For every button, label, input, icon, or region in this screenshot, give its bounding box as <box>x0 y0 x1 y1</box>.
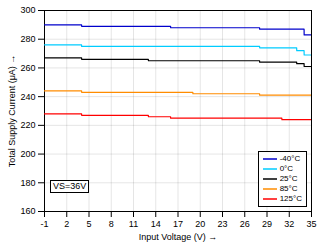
svg-text:160: 160 <box>20 206 35 216</box>
svg-text:8: 8 <box>109 219 114 229</box>
html-text:85°C: 85°C <box>279 184 298 193</box>
html-text:VS=36V: VS=36V <box>53 181 87 191</box>
html-text:25°C: 25°C <box>279 174 298 183</box>
svg-text:200: 200 <box>20 149 35 159</box>
svg-text:300: 300 <box>20 5 35 15</box>
svg-text:20: 20 <box>195 219 205 229</box>
svg-text:29: 29 <box>262 219 272 229</box>
svg-text:220: 220 <box>20 120 35 130</box>
svg-text:32: 32 <box>284 219 294 229</box>
svg-text:260: 260 <box>20 63 35 73</box>
svg-text:5: 5 <box>86 219 91 229</box>
svg-text:23: 23 <box>217 219 227 229</box>
html-text:0°C: 0°C <box>279 164 294 173</box>
html-text:125°C: 125°C <box>279 194 302 203</box>
svg-text:26: 26 <box>240 219 250 229</box>
svg-text:280: 280 <box>20 34 35 44</box>
svg-text:Total Supply Current (μA) →: Total Supply Current (μA) → <box>7 55 17 168</box>
svg-text:-1: -1 <box>40 219 48 229</box>
svg-text:180: 180 <box>20 178 35 188</box>
svg-text:240: 240 <box>20 92 35 102</box>
html-text:-40°C: -40°C <box>279 154 301 163</box>
svg-text:14: 14 <box>151 219 161 229</box>
svg-text:35: 35 <box>306 219 316 229</box>
svg-text:Input Voltage (V) →: Input Voltage (V) → <box>139 232 218 242</box>
svg-text:17: 17 <box>173 219 183 229</box>
svg-text:11: 11 <box>129 219 138 229</box>
svg-text:2: 2 <box>64 219 69 229</box>
